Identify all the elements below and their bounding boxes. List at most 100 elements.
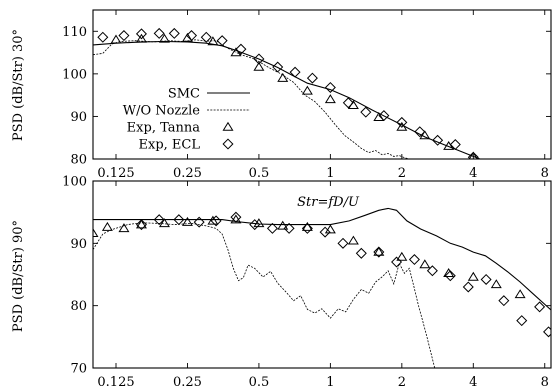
ecl-point <box>301 222 313 234</box>
x-tick-label: 0.125 <box>97 166 134 181</box>
bottom-ticks: 70 80 90 100 0.125 0.25 0.5 1 2 4 8 <box>62 175 551 390</box>
ecl-point <box>360 106 372 118</box>
ecl-point <box>444 270 456 282</box>
y-tick-label: 80 <box>70 299 87 314</box>
x-tick-label: 1 <box>326 166 334 181</box>
tanna-point <box>277 72 289 82</box>
y-tick-label: 90 <box>70 110 87 125</box>
bottom-y-axis-label: PSD (dB/Str) 90° <box>11 220 26 332</box>
y-tick-label: 100 <box>62 175 87 190</box>
ecl-point <box>168 27 180 39</box>
ecl-point <box>467 151 479 159</box>
ecl-point <box>235 43 247 55</box>
tanna-point <box>419 259 431 269</box>
bottom-plot-area <box>93 207 551 368</box>
x-tick-label: 8 <box>541 166 549 181</box>
top-plot-frame <box>92 9 552 160</box>
x-tick-label: 4 <box>469 166 477 181</box>
ecl-point <box>449 139 461 151</box>
y-tick-label: 90 <box>70 237 87 252</box>
ecl-point <box>319 226 331 238</box>
ecl-point <box>230 211 242 223</box>
ecl-point <box>432 134 444 146</box>
legend-swatch-triangle <box>222 121 234 131</box>
tanna-point <box>158 218 170 228</box>
tanna-point <box>158 33 170 43</box>
legend-label: Exp, Tanna <box>127 121 201 136</box>
y-tick-label: 70 <box>70 362 87 377</box>
ecl-point <box>272 61 284 73</box>
tanna-point <box>514 289 526 299</box>
ecl-point <box>378 110 390 122</box>
ecl-point <box>153 27 165 39</box>
ecl-point <box>355 247 367 259</box>
ecl-point <box>118 30 130 42</box>
series-line-smc <box>93 40 482 159</box>
tanna-point <box>181 216 193 226</box>
x-tick-label: 0.125 <box>97 375 134 390</box>
y-tick-label: 110 <box>62 25 87 40</box>
ecl-point <box>342 97 354 109</box>
legend-label: W/O Nozzle <box>123 104 201 119</box>
ecl-point <box>337 237 349 249</box>
ecl-point <box>543 326 551 338</box>
series-group <box>93 27 482 159</box>
ecl-point <box>216 35 228 47</box>
x-tick-label: 0.5 <box>249 166 270 181</box>
ecl-point <box>373 246 385 258</box>
tanna-point <box>373 246 385 256</box>
ecl-point <box>253 53 265 65</box>
legend-label: Exp, ECL <box>139 138 201 153</box>
ecl-point <box>283 222 295 234</box>
ecl-point <box>534 301 546 313</box>
ecl-point <box>97 31 109 43</box>
ecl-point <box>153 214 165 226</box>
tanna-point <box>135 219 147 229</box>
tanna-point <box>181 32 193 42</box>
series-group <box>93 207 551 368</box>
series-line-w-o-nozzle <box>93 222 436 368</box>
ecl-point <box>173 214 185 226</box>
tanna-point <box>253 218 265 228</box>
tanna-point <box>135 33 147 43</box>
ecl-point <box>396 116 408 128</box>
ecl-point <box>135 28 147 40</box>
strouhal-annotation: Str=fD/U <box>297 195 360 210</box>
legend: SMC W/O Nozzle Exp, Tanna Exp, ECL <box>123 87 250 153</box>
tanna-point <box>301 85 313 95</box>
tanna-point <box>490 279 502 289</box>
ecl-point <box>408 254 420 266</box>
tanna-point <box>110 34 122 44</box>
legend-swatch-diamond <box>222 138 234 150</box>
ecl-point <box>516 315 528 327</box>
top-ticks: 80 90 100 110 0.125 0.25 0.5 1 2 4 8 <box>62 10 551 181</box>
x-tick-label: 1 <box>326 375 334 390</box>
x-tick-label: 0.5 <box>249 375 270 390</box>
y-tick-label: 80 <box>70 153 87 168</box>
series-line-w-o-nozzle <box>93 39 410 159</box>
ecl-point <box>498 295 510 307</box>
ecl-point <box>193 216 205 228</box>
tanna-point <box>93 228 99 238</box>
tanna-point <box>230 47 242 57</box>
legend-label: SMC <box>168 87 200 102</box>
ecl-point <box>185 30 198 42</box>
tanna-point <box>467 271 479 281</box>
x-tick-label: 2 <box>398 375 406 390</box>
tanna-point <box>419 130 431 140</box>
ecl-point <box>414 126 426 138</box>
ecl-point <box>266 222 278 234</box>
ecl-point <box>391 256 403 268</box>
series-line-smc <box>93 207 551 311</box>
tanna-point <box>324 94 336 104</box>
tanna-point <box>101 221 113 231</box>
tanna-point <box>396 251 408 261</box>
tanna-point <box>373 112 385 121</box>
top-y-axis-label: PSD (dB/Str) 30° <box>11 29 26 141</box>
top-plot-area <box>93 27 482 159</box>
tanna-point <box>207 36 219 46</box>
ecl-point <box>324 81 336 93</box>
x-tick-label: 4 <box>469 375 477 390</box>
ecl-point <box>200 31 212 43</box>
ecl-point <box>480 273 492 285</box>
